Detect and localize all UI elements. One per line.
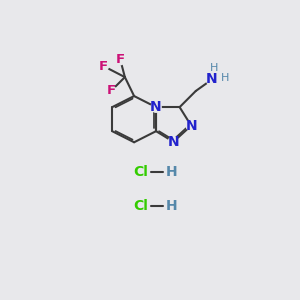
Circle shape [206, 74, 218, 85]
Text: F: F [116, 53, 125, 66]
Circle shape [186, 121, 196, 131]
Circle shape [98, 61, 109, 71]
Circle shape [151, 102, 161, 112]
Circle shape [106, 86, 116, 96]
Text: F: F [99, 59, 108, 73]
Text: N: N [150, 100, 162, 114]
Circle shape [168, 137, 178, 147]
Text: H: H [221, 73, 229, 83]
Text: N: N [185, 118, 197, 133]
Text: F: F [106, 85, 116, 98]
Text: N: N [206, 72, 218, 86]
Text: N: N [168, 135, 179, 149]
Text: H: H [166, 199, 177, 213]
Circle shape [115, 55, 125, 64]
Text: H: H [210, 63, 218, 73]
Text: Cl: Cl [134, 199, 148, 213]
Text: Cl: Cl [134, 165, 148, 179]
Text: H: H [166, 165, 177, 179]
